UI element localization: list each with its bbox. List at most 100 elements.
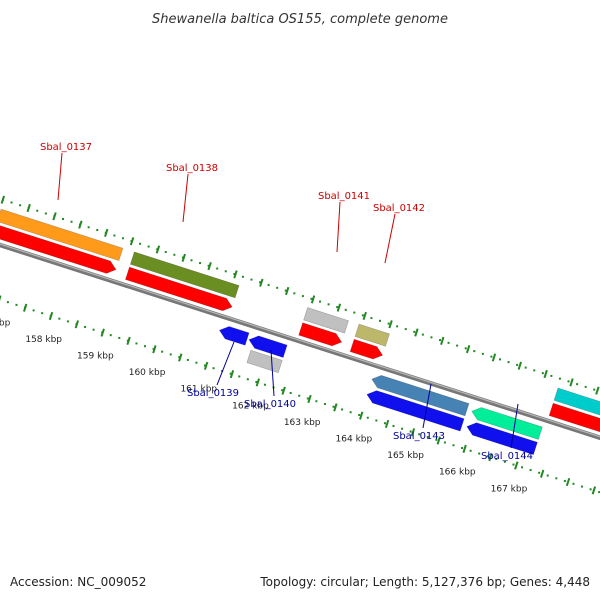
outer-tick-mark bbox=[129, 237, 135, 246]
outer-guide-dot bbox=[438, 339, 441, 342]
outer-guide-dot bbox=[473, 350, 476, 353]
inner-guide-dot bbox=[203, 364, 206, 367]
tick-label: 163 kbp bbox=[284, 418, 321, 428]
cds-feature bbox=[125, 266, 233, 312]
outer-guide-dot bbox=[284, 289, 287, 292]
outer-guide-dot bbox=[96, 229, 99, 232]
gene-label: Sbal_0137 bbox=[40, 142, 92, 153]
gene-label-leader bbox=[216, 341, 235, 386]
inner-guide-dot bbox=[589, 488, 592, 491]
outer-guide-dot bbox=[361, 314, 364, 317]
inner-guide-dot bbox=[383, 422, 386, 425]
inner-tick-mark bbox=[152, 345, 157, 354]
outer-tick-mark bbox=[78, 220, 83, 229]
inner-guide-dot bbox=[263, 383, 266, 386]
outer-tick-mark bbox=[517, 361, 523, 370]
gene-label-leader bbox=[336, 201, 341, 253]
inner-tick-mark bbox=[514, 461, 519, 470]
gene-label: Sbal_0139 bbox=[187, 388, 239, 399]
inner-guide-dot bbox=[538, 471, 541, 474]
genome-summary-text: Topology: circular; Length: 5,127,376 bp… bbox=[259, 575, 590, 589]
gene-label: Sbal_0141 bbox=[318, 191, 370, 202]
inner-tick-mark bbox=[384, 419, 390, 429]
outer-tick-mark bbox=[388, 320, 393, 329]
inner-guide-dot bbox=[598, 491, 600, 494]
gene-label-leader bbox=[270, 349, 275, 397]
outer-tick-mark bbox=[155, 245, 161, 254]
inner-guide-dot bbox=[426, 436, 429, 439]
outer-guide-dot bbox=[344, 308, 347, 311]
outer-tick-mark bbox=[543, 369, 548, 379]
outer-guide-dot bbox=[396, 325, 399, 328]
outer-tick-mark bbox=[465, 345, 471, 354]
gene-feature bbox=[303, 307, 349, 334]
outer-guide-dot bbox=[139, 242, 142, 245]
tick-label: 164 kbp bbox=[336, 434, 373, 444]
outer-tick-mark bbox=[440, 336, 445, 345]
gene-label: Sbal_0138 bbox=[166, 163, 218, 174]
inner-guide-dot bbox=[495, 458, 498, 461]
accession-text: Accession: NC_009052 bbox=[10, 575, 146, 589]
outer-guide-dot bbox=[379, 319, 382, 322]
outer-guide-dot bbox=[584, 385, 587, 388]
inner-tick-mark bbox=[488, 453, 493, 462]
outer-guide-dot bbox=[533, 369, 536, 372]
inner-guide-dot bbox=[186, 358, 189, 361]
tick-label: 158 kbp bbox=[25, 335, 62, 345]
inner-guide-dot bbox=[246, 378, 249, 381]
gene-feature bbox=[371, 375, 470, 417]
gene-label-leader bbox=[384, 213, 396, 264]
outer-guide-dot bbox=[550, 374, 553, 377]
outer-guide-dot bbox=[387, 322, 390, 325]
outer-guide-dot bbox=[464, 347, 467, 350]
label-layer: Sbal_0137 Sbal_0138 Sbal_0139 Sbal_0140 Sbal… bbox=[40, 142, 533, 462]
outer-tick-mark bbox=[595, 386, 600, 395]
inner-guide-dot bbox=[92, 328, 95, 331]
inner-guide-dot bbox=[358, 413, 361, 416]
outer-tick-mark bbox=[362, 311, 367, 321]
inner-tick-mark bbox=[281, 386, 286, 395]
outer-tick-mark bbox=[181, 253, 186, 262]
outer-guide-dot bbox=[413, 330, 416, 333]
gene-label: Sbal_0143 bbox=[393, 431, 445, 442]
tick-label: 159 kbp bbox=[77, 351, 114, 361]
outer-tick-mark bbox=[285, 286, 290, 296]
inner-guide-dot bbox=[512, 463, 515, 466]
outer-guide-dot bbox=[353, 311, 356, 314]
inner-guide-dot bbox=[58, 317, 61, 320]
outer-guide-dot bbox=[524, 366, 527, 369]
outer-tick-mark bbox=[52, 212, 57, 221]
inner-guide-dot bbox=[529, 469, 532, 472]
tick-label: 162 kbp bbox=[232, 401, 269, 411]
outer-tick-mark bbox=[26, 203, 31, 213]
outer-guide-dot bbox=[498, 358, 501, 361]
inner-tick-mark bbox=[307, 394, 312, 404]
inner-tick-mark bbox=[462, 444, 467, 453]
inner-guide-dot bbox=[486, 455, 489, 458]
outer-tick-mark bbox=[104, 228, 109, 238]
map-title: Shewanella baltica OS155, complete genom… bbox=[152, 12, 448, 27]
inner-guide-dot bbox=[66, 320, 69, 323]
outer-guide-dot bbox=[593, 388, 596, 391]
inner-guide-dot bbox=[366, 416, 369, 419]
inner-guide-dot bbox=[323, 402, 326, 405]
outer-guide-dot bbox=[250, 278, 253, 281]
inner-tick-mark bbox=[436, 436, 441, 445]
tick-label: 167 kbp bbox=[491, 484, 528, 494]
inner-tick-mark bbox=[591, 486, 597, 495]
outer-guide-dot bbox=[541, 372, 544, 375]
inner-guide-dot bbox=[178, 356, 181, 359]
gene-label: Sbal_0140 bbox=[244, 399, 296, 410]
inner-guide-dot bbox=[118, 336, 121, 339]
inner-guide-dot bbox=[135, 342, 138, 345]
inner-tick-mark bbox=[565, 477, 571, 487]
gene-label: Sbal_0142 bbox=[373, 203, 425, 214]
outer-guide-dot bbox=[447, 341, 450, 344]
inner-guide-dot bbox=[255, 380, 258, 383]
inner-tick-mark bbox=[0, 295, 2, 301]
inner-tick-mark bbox=[229, 370, 235, 379]
inner-tick-mark bbox=[410, 428, 416, 437]
backbone-highlight bbox=[0, 243, 600, 438]
outer-guide-dot bbox=[567, 380, 570, 383]
